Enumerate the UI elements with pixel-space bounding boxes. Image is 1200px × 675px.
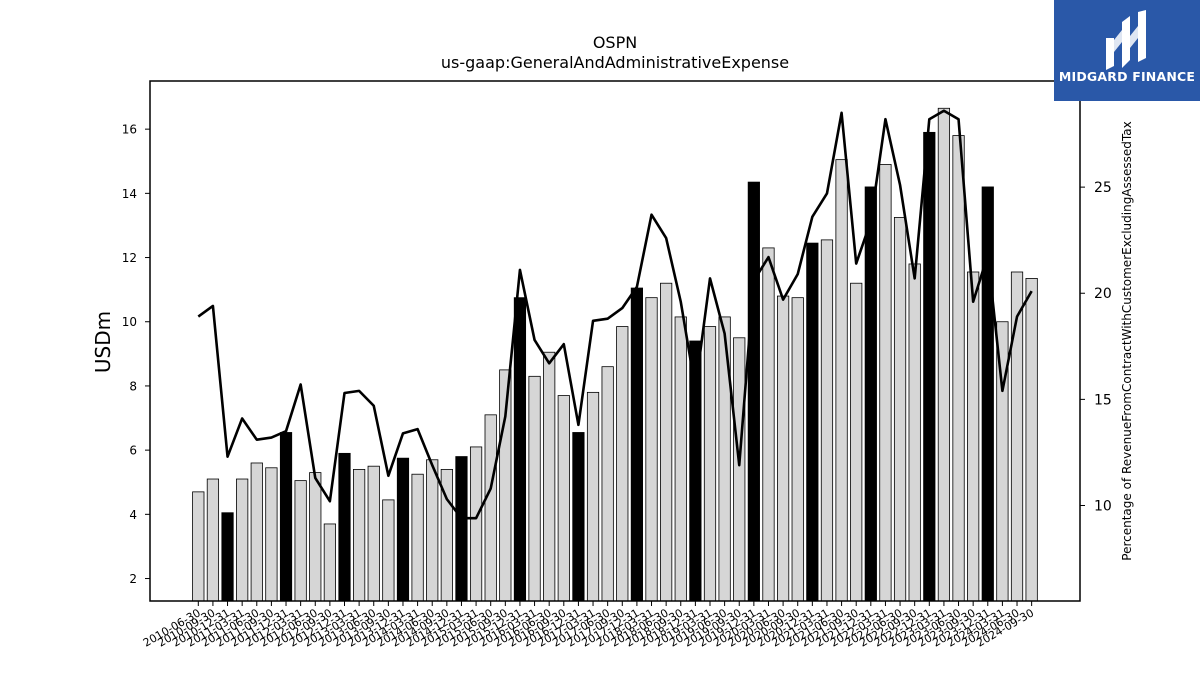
bar-2019-12-31 (747, 181, 760, 602)
bar-2016-06-30 (543, 351, 556, 602)
bar-2016-12-31 (572, 432, 585, 602)
y2-tick-label: 20 (1094, 286, 1112, 302)
y-tick-label: 4 (129, 508, 137, 522)
bar-2012-06-30 (309, 472, 322, 602)
bar-2020-03-31 (762, 247, 775, 602)
bar-2017-03-31 (586, 391, 600, 602)
bar-2024-09-30 (1025, 278, 1038, 602)
bar-2011-03-31 (236, 478, 249, 602)
bar-2018-09-30 (674, 316, 687, 602)
ratio-line (197, 109, 1033, 520)
bar-2018-06-30 (660, 282, 673, 602)
bar-2022-09-30 (908, 263, 921, 602)
y-tick-label: 6 (129, 444, 137, 458)
y-tick-label: 2 (129, 572, 137, 586)
bar-2023-09-30 (967, 271, 980, 602)
bar-2011-06-30 (250, 462, 263, 602)
bar-2020-06-30 (777, 295, 790, 602)
bar-2020-09-30 (791, 297, 804, 602)
bar-2015-03-31 (469, 446, 483, 602)
bar-2019-03-31 (703, 326, 717, 602)
y2-tick-label: 10 (1094, 498, 1112, 514)
bar-2017-06-30 (601, 366, 614, 602)
bar-2010-09-30 (206, 478, 220, 602)
bar-2023-03-31 (937, 107, 951, 602)
bar-2021-12-31 (864, 186, 877, 602)
bar-2016-03-31 (528, 375, 541, 602)
bar-2012-09-30 (323, 523, 336, 602)
bar-2015-06-30 (484, 414, 497, 602)
y2-axis-label: Percentage of RevenueFromContractWithCus… (1120, 121, 1134, 560)
chart-subtitle: us-gaap:GeneralAndAdministrativeExpense (441, 53, 789, 72)
brand-logo: MIDGARD FINANCE (1054, 0, 1200, 101)
bar-2015-12-31 (513, 297, 527, 602)
bar-2016-09-30 (557, 395, 570, 602)
bar-2018-03-31 (645, 297, 658, 602)
y2-tick-label: 15 (1094, 392, 1112, 408)
y-tick-label: 16 (122, 123, 137, 137)
y-tick-label: 14 (122, 187, 137, 201)
bar-2013-09-30 (382, 499, 395, 602)
bar-2013-03-31 (353, 468, 366, 602)
bar-2010-12-31 (221, 512, 234, 602)
y-tick-label: 12 (122, 251, 137, 265)
y-axis-label: USDm (91, 311, 115, 373)
y2-axis: 10 15 20 25 (1080, 180, 1112, 514)
brand-mark-icon (1106, 10, 1146, 70)
bar-2014-03-31 (411, 473, 424, 602)
bar-2011-09-30 (265, 467, 278, 602)
x-axis: 2010-06-302010-09-302010-12-312011-03-31… (141, 601, 1036, 650)
bar-2017-12-31 (630, 287, 644, 602)
bar-2017-09-30 (616, 326, 629, 602)
y-tick-label: 10 (122, 315, 137, 329)
line-series (197, 109, 1033, 520)
plot-frame (149, 80, 1081, 602)
brand-name: MIDGARD FINANCE (1058, 69, 1196, 84)
bar-2021-09-30 (850, 282, 863, 602)
bar-series (192, 107, 1038, 602)
bar-2013-06-30 (367, 465, 380, 602)
bar-2014-06-30 (426, 459, 439, 602)
y2-tick-label: 25 (1094, 180, 1112, 196)
bar-2013-12-31 (396, 457, 410, 602)
bar-2011-12-31 (279, 432, 293, 602)
bar-2023-06-30 (952, 135, 965, 602)
bar-2012-03-31 (294, 480, 307, 602)
bar-2012-12-31 (338, 452, 351, 602)
chart-title: OSPN (593, 33, 637, 52)
bar-2021-06-30 (835, 159, 848, 602)
bar-2020-12-31 (806, 242, 819, 602)
bar-2021-03-31 (820, 239, 834, 602)
bar-2022-06-30 (893, 217, 907, 602)
bar-2022-12-31 (923, 131, 936, 602)
bar-2014-12-31 (455, 456, 468, 602)
y-axis: 2 4 6 8 10 12 14 16 (122, 123, 150, 586)
bar-2022-03-31 (879, 164, 892, 602)
bar-2019-09-30 (733, 337, 746, 602)
bar-2010-06-30 (192, 491, 205, 602)
bar-2023-12-31 (981, 186, 994, 602)
y-tick-label: 8 (129, 379, 137, 393)
